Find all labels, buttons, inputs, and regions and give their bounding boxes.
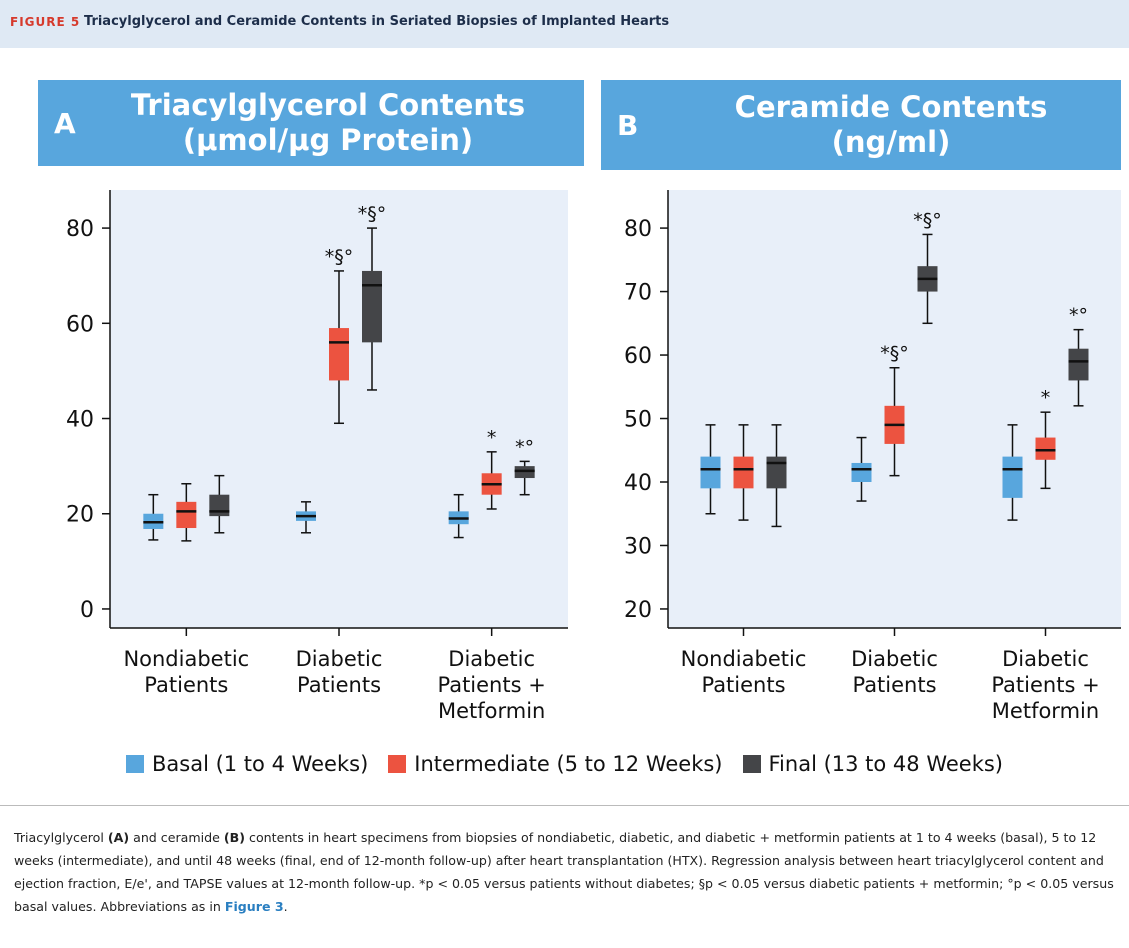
legend-label: Basal (1 to 4 Weeks) — [151, 752, 369, 776]
x-tick-label: Diabetic Patients + Metformin — [991, 647, 1100, 723]
annotation: * — [487, 427, 497, 449]
y-tick-label: 20 — [66, 503, 94, 528]
caption-text: (B) — [223, 830, 246, 845]
figure-link[interactable]: Figure 3 — [224, 899, 284, 914]
y-tick-label: 20 — [624, 598, 652, 623]
figure-number: FIGURE 5 — [10, 15, 81, 29]
y-tick-label: 40 — [624, 471, 652, 496]
caption-text: Triacylglycerol — [14, 830, 108, 845]
panel-title: A Triacylglycerol Contents (μmol/μg Prot… — [38, 80, 584, 166]
divider — [0, 805, 1129, 806]
panel-title: B Ceramide Contents (ng/ml) — [601, 80, 1121, 170]
caption-text: contents in heart specimens from biopsie… — [14, 830, 1114, 914]
box — [851, 462, 872, 482]
box — [1035, 437, 1056, 460]
figure-title: Triacylglycerol and Ceramide Contents in… — [84, 14, 670, 29]
box — [176, 501, 197, 529]
y-tick-label: 80 — [624, 217, 652, 242]
legend-label: Intermediate (5 to 12 Weeks) — [414, 752, 723, 776]
y-tick-label: 40 — [66, 408, 94, 433]
x-tick-label: Nondiabetic Patients — [123, 647, 250, 697]
panel-label: A — [54, 106, 76, 140]
panel-label: B — [617, 108, 639, 142]
legend-swatch — [742, 755, 761, 773]
figure-header: FIGURE 5 Triacylglycerol and Ceramide Co… — [0, 0, 1129, 48]
caption-text: . — [283, 899, 288, 914]
box — [329, 328, 349, 381]
annotation: * — [1041, 387, 1051, 409]
y-tick-label: 60 — [66, 312, 94, 337]
annotation: *§° — [880, 343, 909, 365]
legend: Basal (1 to 4 Weeks) Intermediate (5 to 1… — [0, 752, 1129, 776]
legend-item: Final (13 to 48 Weeks) — [742, 752, 1004, 776]
y-tick-label: 70 — [624, 281, 652, 306]
box — [733, 456, 754, 489]
legend-label: Final (13 to 48 Weeks) — [768, 752, 1004, 776]
box — [766, 456, 787, 489]
x-tick-label: Diabetic Patients — [295, 647, 383, 697]
box — [362, 270, 382, 343]
box — [1002, 456, 1023, 498]
y-tick-label: 80 — [66, 217, 94, 242]
legend-item: Basal (1 to 4 Weeks) — [125, 752, 369, 776]
y-tick-label: 30 — [624, 534, 652, 559]
caption: Triacylglycerol (A) and ceramide (B) con… — [14, 826, 1114, 918]
annotation: *§° — [913, 209, 942, 231]
y-tick-label: 60 — [624, 344, 652, 369]
legend-swatch — [388, 755, 407, 773]
x-tick-label: Nondiabetic Patients — [680, 647, 807, 697]
caption-text: and ceramide — [129, 830, 224, 845]
box — [1068, 348, 1089, 381]
annotation: *§° — [358, 203, 387, 225]
caption-text: (A) — [107, 830, 130, 845]
legend-swatch — [125, 755, 144, 773]
annotation: *§° — [325, 246, 354, 268]
box — [700, 456, 721, 489]
y-tick-label: 50 — [624, 408, 652, 433]
annotation: *° — [515, 436, 534, 458]
annotation: *° — [1069, 305, 1088, 327]
y-tick-label: 0 — [80, 598, 94, 623]
chart-title: Triacylglycerol Contents (μmol/μg Protei… — [130, 88, 526, 157]
legend-item: Intermediate (5 to 12 Weeks) — [388, 752, 723, 776]
x-tick-label: Diabetic Patients — [851, 647, 938, 697]
x-tick-label: Diabetic Patients + Metformin — [437, 647, 546, 723]
chart-title: Ceramide Contents (ng/ml) — [734, 90, 1048, 159]
box — [209, 494, 230, 517]
